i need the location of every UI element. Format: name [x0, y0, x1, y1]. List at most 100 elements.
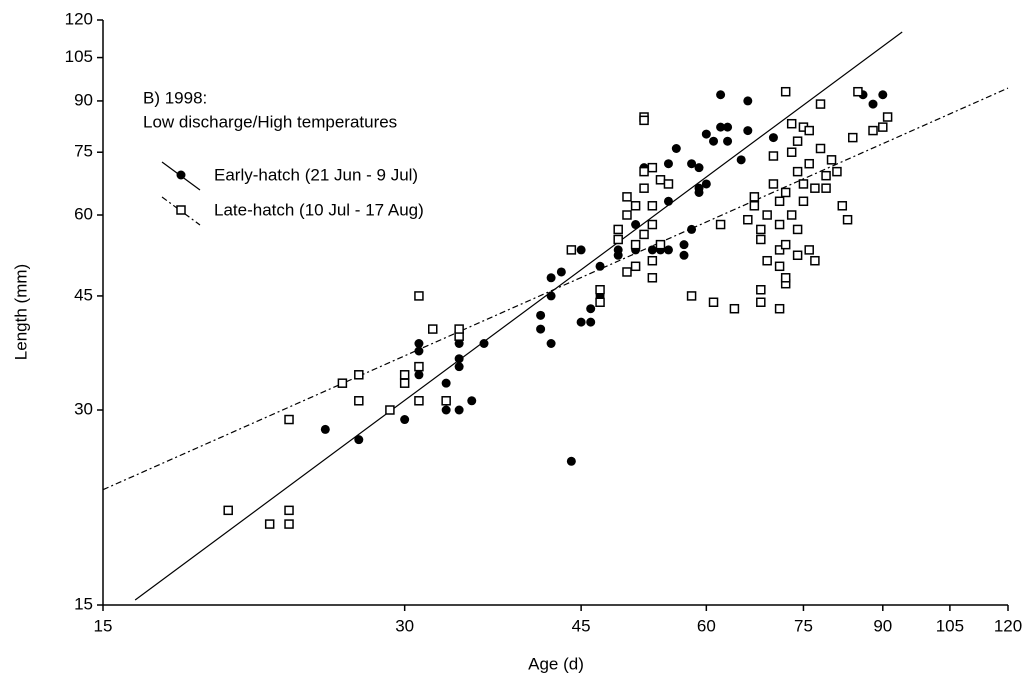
data-point	[622, 192, 632, 202]
data-point	[354, 435, 364, 445]
data-point	[780, 187, 791, 198]
data-point	[647, 245, 657, 255]
data-point	[804, 245, 814, 255]
data-point	[774, 245, 785, 255]
data-point	[639, 115, 649, 126]
data-point	[647, 273, 658, 283]
data-point	[414, 370, 424, 380]
data-point	[586, 317, 596, 327]
data-point	[595, 261, 605, 271]
data-point	[679, 250, 689, 260]
data-point	[716, 90, 726, 100]
data-point	[639, 183, 649, 193]
data-point	[848, 132, 858, 143]
data-point	[810, 255, 820, 266]
data-point	[821, 170, 831, 181]
data-point	[385, 405, 395, 415]
data-point	[414, 338, 424, 348]
y-tick-label: 75	[74, 142, 93, 161]
data-point	[792, 166, 803, 177]
data-point	[223, 505, 233, 516]
data-point	[768, 179, 779, 189]
x-axis-label: Age (d)	[528, 654, 584, 673]
data-point	[631, 220, 641, 230]
data-point	[639, 166, 649, 177]
data-point	[798, 179, 809, 189]
data-point	[354, 396, 364, 406]
data-point	[414, 291, 424, 301]
data-point	[786, 147, 797, 157]
data-point	[622, 210, 632, 220]
data-point	[576, 317, 586, 327]
data-point	[780, 273, 791, 283]
data-point	[832, 166, 842, 177]
data-point	[655, 175, 666, 185]
data-point	[786, 118, 797, 129]
legend-label: Late-hatch (10 Jul - 17 Aug)	[214, 200, 424, 219]
data-point	[756, 234, 766, 245]
data-point	[613, 245, 623, 255]
x-tick-label: 75	[794, 616, 813, 635]
data-point	[454, 354, 464, 364]
data-point	[756, 284, 766, 295]
data-point	[467, 396, 477, 406]
data-point	[414, 396, 424, 406]
data-point	[723, 122, 733, 132]
data-point	[536, 310, 546, 320]
data-point	[743, 126, 753, 136]
data-point	[622, 267, 632, 277]
data-point	[264, 519, 275, 529]
data-point	[647, 162, 658, 173]
data-point	[354, 370, 364, 380]
data-point	[701, 129, 711, 139]
data-point	[284, 505, 294, 516]
data-point	[878, 122, 888, 132]
y-tick-label: 30	[74, 399, 93, 418]
data-point	[284, 414, 294, 425]
data-point	[756, 224, 766, 235]
data-point	[546, 273, 556, 283]
data-point	[774, 261, 785, 272]
data-point	[729, 303, 740, 314]
data-point	[780, 239, 791, 250]
x-tick-label: 30	[395, 616, 414, 635]
data-point	[694, 183, 704, 193]
data-point	[810, 183, 820, 193]
data-point	[613, 224, 623, 235]
x-tick-label: 15	[94, 616, 113, 635]
data-point	[786, 210, 797, 220]
data-point	[774, 303, 785, 314]
data-point	[284, 519, 294, 529]
data-point	[546, 338, 556, 348]
data-point	[701, 179, 711, 189]
data-point	[762, 210, 772, 220]
data-point	[454, 338, 464, 348]
legend-marker	[176, 170, 186, 180]
data-point	[414, 346, 424, 356]
x-tick-label: 45	[572, 616, 591, 635]
data-point	[826, 155, 837, 165]
data-point	[441, 378, 451, 388]
data-point	[441, 405, 451, 415]
annotation: Low discharge/High temperatures	[143, 112, 397, 131]
data-point	[441, 396, 451, 406]
data-point	[842, 214, 853, 225]
data-point	[716, 122, 726, 132]
data-point	[749, 192, 760, 202]
data-point	[792, 224, 803, 235]
data-point	[428, 324, 438, 334]
y-tick-label: 45	[74, 285, 93, 304]
data-point	[320, 424, 330, 434]
data-point	[804, 158, 814, 169]
data-point	[774, 219, 785, 230]
data-point	[768, 133, 778, 143]
data-point	[595, 284, 605, 295]
data-point	[762, 255, 772, 266]
y-tick-label: 15	[74, 594, 93, 613]
data-point	[756, 297, 766, 308]
data-point	[454, 324, 464, 334]
data-point	[566, 456, 576, 466]
data-point	[630, 239, 641, 250]
data-point	[768, 151, 779, 161]
data-point	[723, 136, 733, 146]
